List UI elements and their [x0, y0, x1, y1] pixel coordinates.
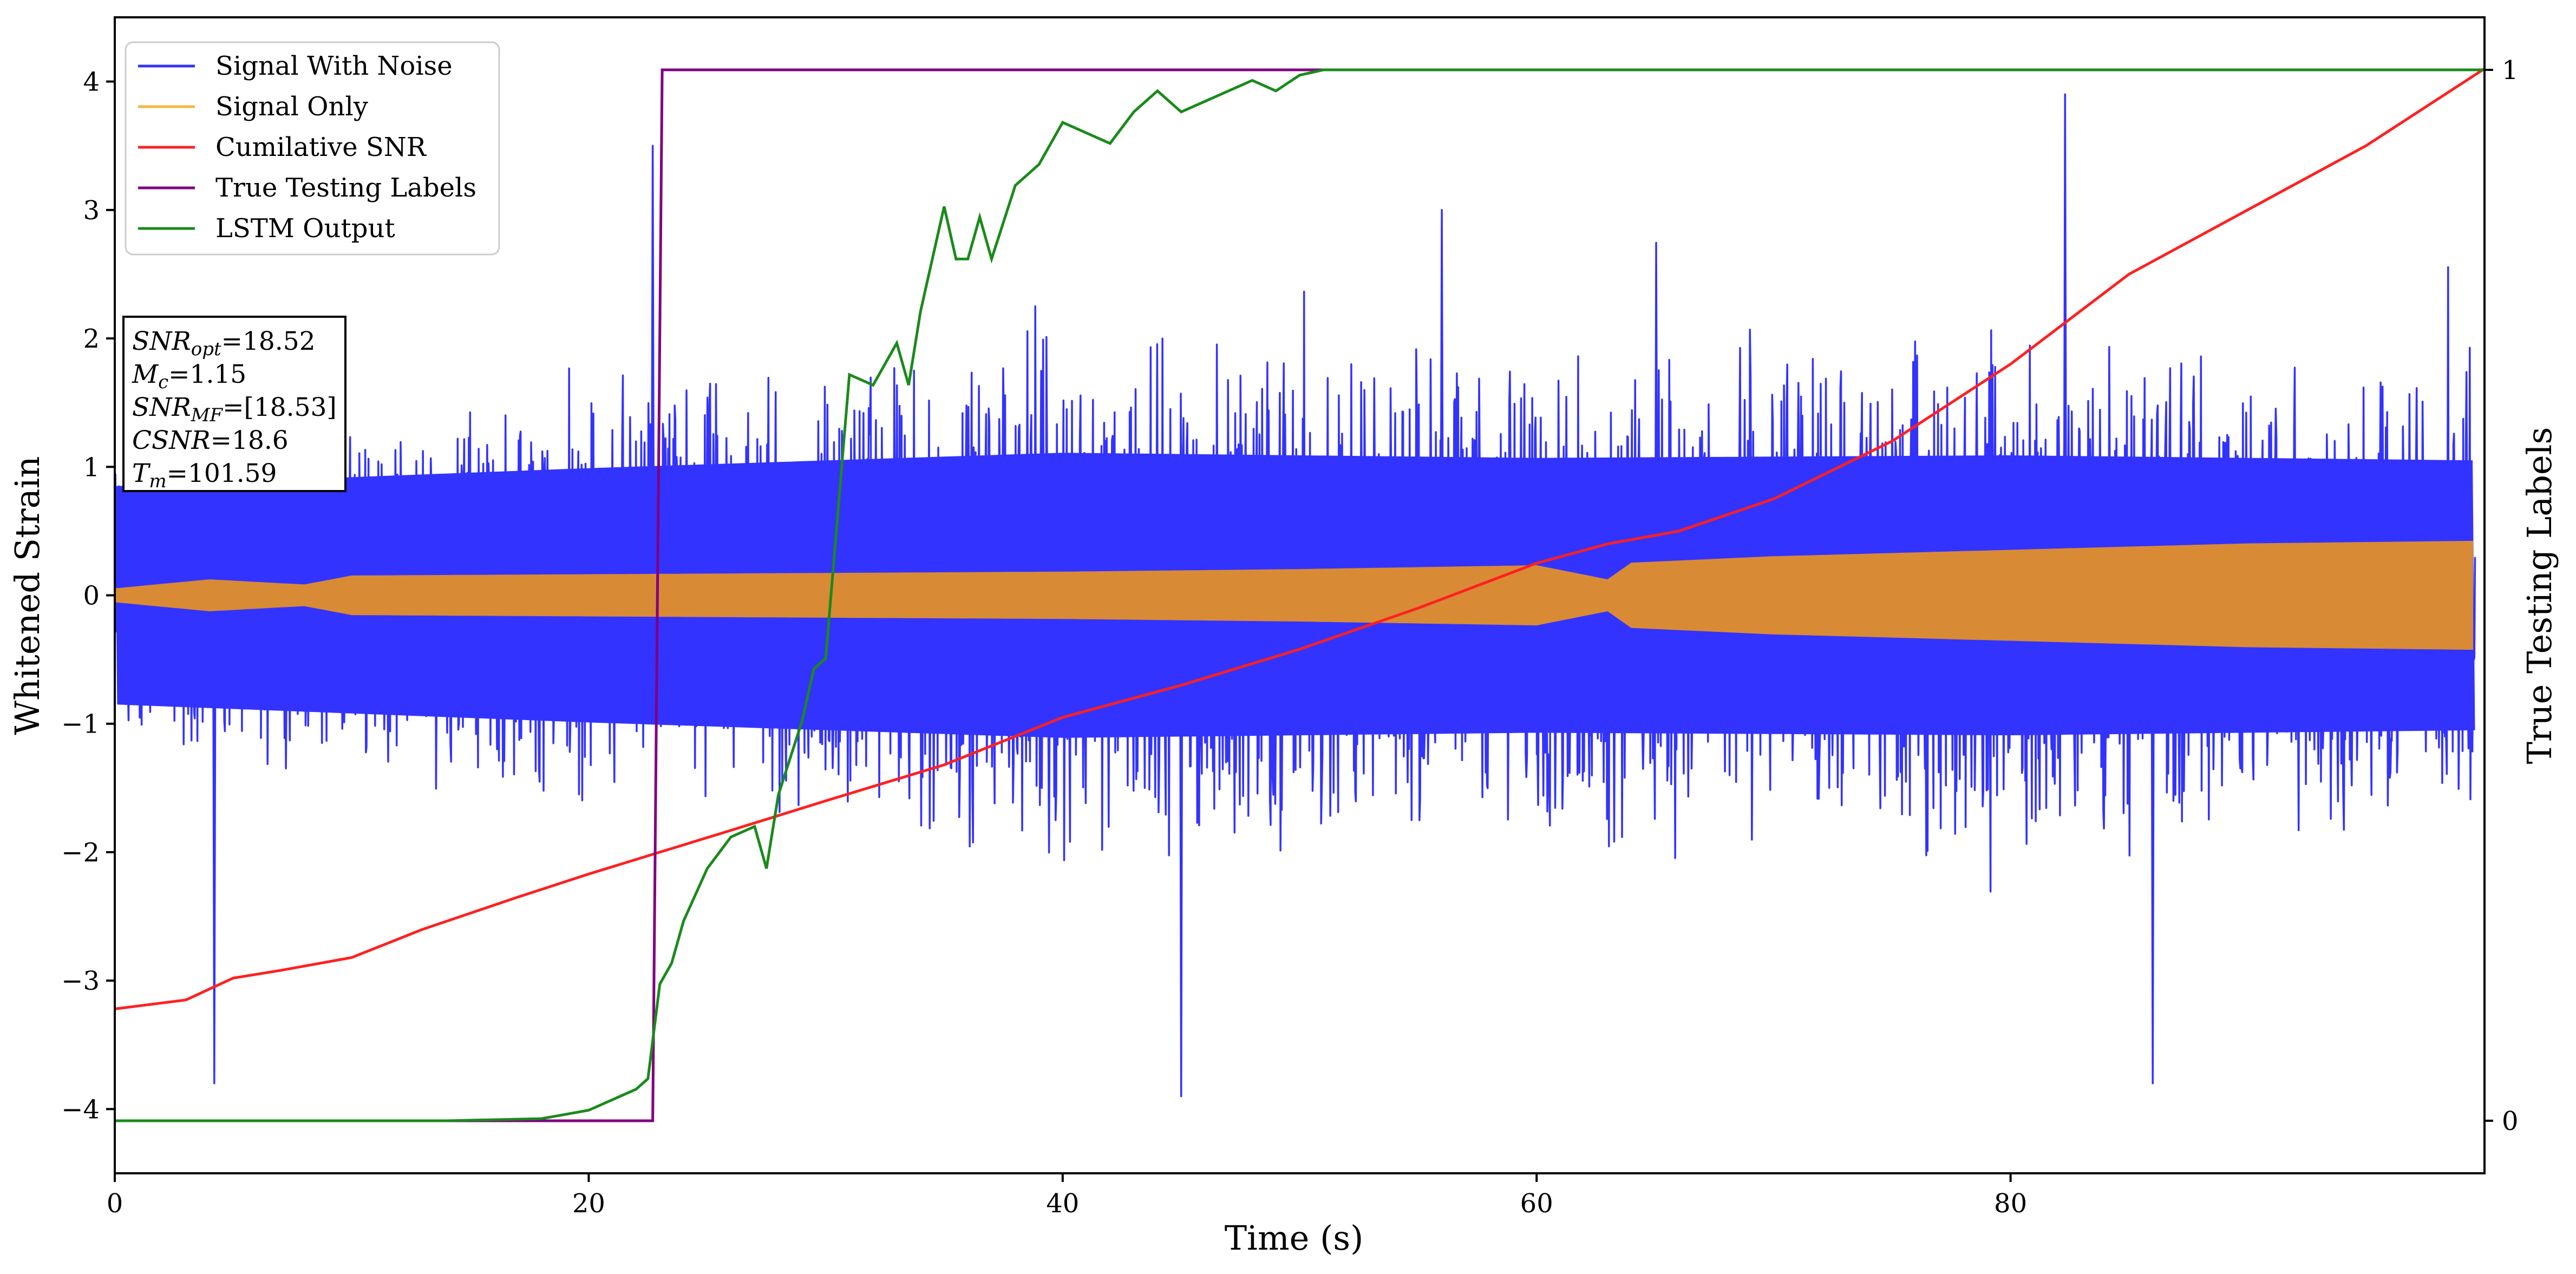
legend: Signal With Noise Signal Only Cumilative S… — [125, 41, 500, 256]
annotation-line: SNRMF=[18.53] — [132, 393, 337, 426]
annotation-box: SNRopt=18.52Mc=1.15SNRMF=[18.53]CSNR=18.… — [122, 316, 346, 492]
left-y-axis-label: Whitened Strain — [8, 456, 47, 735]
annotation-line: Mc=1.15 — [132, 360, 246, 393]
series-cumilative-snr — [115, 67, 2485, 1010]
y-right-tick-label: 0 — [2502, 1106, 2519, 1136]
y-right-tick-label: 1 — [2502, 55, 2519, 86]
x-tick-label: 40 — [1046, 1188, 1079, 1219]
legend-box — [125, 41, 500, 256]
y-left-tick-label: −4 — [61, 1094, 100, 1125]
series-signal-only — [115, 540, 2474, 650]
annotation-line: SNRopt=18.52 — [132, 326, 316, 360]
annotation-line: CSNR=18.6 — [132, 426, 289, 455]
y-left-tick-label: −1 — [61, 709, 100, 740]
legend-label: Signal Only — [215, 92, 368, 122]
right-y-axis-label: True Testing Labels — [2520, 427, 2559, 765]
signal-layer — [115, 540, 2474, 650]
line-layer — [115, 67, 2485, 1122]
annotation-line: Tm=101.59 — [132, 459, 277, 492]
legend-label: Signal With Noise — [215, 51, 453, 81]
x-tick-label: 60 — [1520, 1188, 1553, 1219]
legend-label: LSTM Output — [215, 213, 395, 244]
x-tick-label: 20 — [572, 1188, 605, 1219]
series-lstm-output — [115, 68, 2485, 1122]
y-left-tick-label: 1 — [83, 452, 100, 482]
legend-label: True Testing Labels — [215, 173, 476, 203]
annotation-frame — [122, 316, 346, 492]
y-left-tick-label: 0 — [83, 581, 100, 611]
x-axis-label: Time (s) — [1225, 1218, 1364, 1258]
y-left-tick-label: 3 — [83, 195, 100, 226]
legend-label: Cumilative SNR — [215, 132, 427, 162]
x-tick-label: 0 — [107, 1188, 123, 1219]
y-left-tick-label: −3 — [61, 966, 100, 996]
x-tick-label: 80 — [1994, 1188, 2027, 1219]
y-left-tick-label: −2 — [61, 838, 100, 868]
y-left-tick-label: 4 — [83, 67, 100, 97]
y-left-tick-label: 2 — [83, 324, 100, 354]
